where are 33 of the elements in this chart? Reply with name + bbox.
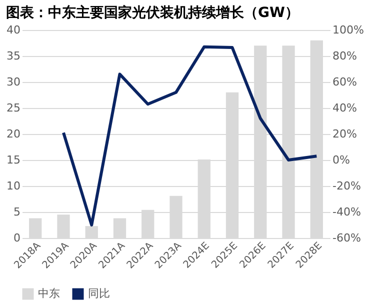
y2-tick-label: 0% [332,154,350,166]
y-tick-label: 15 [6,154,20,166]
bar [170,196,182,238]
legend-label: 中东 [38,287,60,300]
bar [282,46,295,238]
y2-tick-label: 100% [332,24,364,36]
bar [142,210,154,238]
y2-tick-label: 80% [332,50,357,62]
y2-tick-label: -40% [332,206,361,218]
y-tick-label: 40 [6,24,20,36]
y-tick-label: 30 [6,76,20,88]
bar [85,226,98,238]
y-tick-label: 5 [14,206,20,218]
y2-tick-label: 60% [332,76,357,88]
y-tick-label: 25 [6,102,20,114]
y-tick-label: 0 [14,232,20,244]
bar [57,214,70,238]
y-tick-label: 20 [6,128,20,140]
y-tick-label: 10 [6,180,20,192]
y2-tick-label: 20% [332,128,357,140]
line-series [62,45,318,226]
y2-tick-label: -60% [332,232,361,244]
bar [226,92,239,238]
bar [198,159,210,238]
y-tick-label: 35 [6,50,20,62]
legend-label: 同比 [88,287,110,300]
y2-tick-label: 40% [332,102,357,114]
bar [29,218,42,238]
y2-tick-label: -20% [332,180,361,192]
bar [113,218,126,238]
chart-title: 图表：中东主要国家光伏装机持续增长（GW） [6,4,299,21]
bar [310,40,323,238]
bar [254,46,267,238]
